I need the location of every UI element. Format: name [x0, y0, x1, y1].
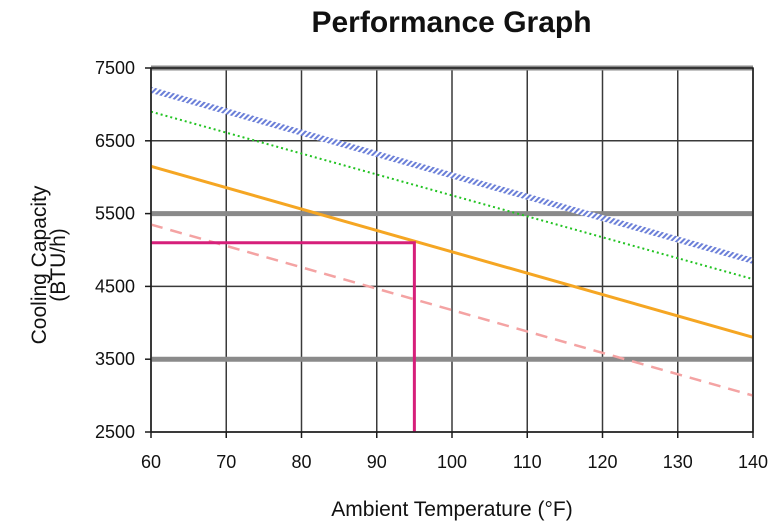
y-tick-label: 7500 — [95, 58, 135, 78]
y-tick-label: 3500 — [95, 349, 135, 369]
grid — [150, 65, 754, 433]
series-group — [150, 86, 754, 397]
y-axis-label-unit: (BTU/h) — [47, 228, 70, 302]
x-tick-label: 60 — [141, 452, 161, 472]
annotation-group — [151, 241, 416, 432]
y-tick-label: 2500 — [95, 422, 135, 442]
y-axis-label: Cooling Capacity — [28, 185, 51, 344]
x-axis-label: Ambient Temperature (°F) — [331, 498, 572, 521]
x-tick-label: 100 — [437, 452, 467, 472]
reference-line — [151, 241, 416, 432]
series-line-3 — [150, 164, 754, 339]
x-tick-label: 80 — [291, 452, 311, 472]
y-tick-label: 5500 — [95, 204, 135, 224]
x-tick-label: 70 — [216, 452, 236, 472]
chart-title: Performance Graph — [311, 6, 592, 39]
x-tick-label: 90 — [367, 452, 387, 472]
x-tick-label: 120 — [587, 452, 617, 472]
y-tick-label: 6500 — [95, 131, 135, 151]
y-tick-label: 4500 — [95, 276, 135, 296]
x-tick-label: 130 — [663, 452, 693, 472]
series-line-4 — [150, 223, 754, 397]
series-line-1 — [150, 86, 754, 264]
series-line-2 — [150, 110, 754, 281]
x-tick-label: 140 — [738, 452, 768, 472]
ticks: 60 70 80 90 100 110 120 130 140 2500 3500 4500 5500 6… — [95, 58, 768, 472]
x-tick-label: 110 — [513, 452, 542, 472]
